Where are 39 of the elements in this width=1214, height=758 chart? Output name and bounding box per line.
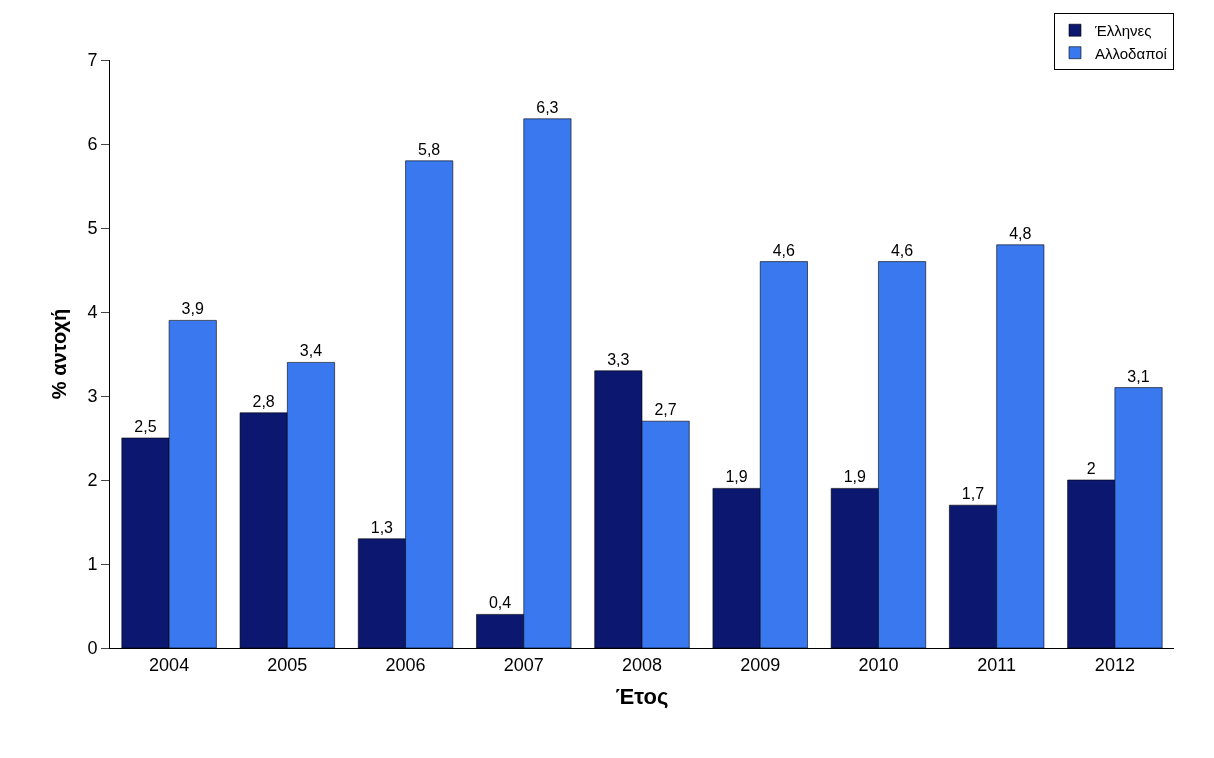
data-label: 1,9 [725,468,748,486]
data-label: 1,7 [961,485,985,503]
data-label: 1,3 [370,518,394,536]
legend-label: Αλλοδαποί [1095,44,1168,62]
y-tick-label: 7 [87,50,98,71]
data-label: 2 [1086,460,1096,477]
data-label: 2,8 [252,392,275,410]
data-label: 1,9 [843,468,866,486]
data-label: 6,3 [536,98,559,116]
y-tick-label: 2 [87,470,98,491]
y-tick-label: 5 [87,218,98,239]
y-tick-label: 0 [87,638,98,659]
x-tick-label: 2010 [858,654,899,675]
x-tick-label: 2008 [621,654,663,675]
data-label: 2,7 [654,401,677,419]
legend-label: Έλληνες [1094,22,1152,40]
y-tick-label: 3 [87,386,98,407]
data-label: 2,5 [134,418,157,435]
y-tick-label: 6 [87,134,98,155]
data-label: 4,6 [772,241,796,259]
data-label: 3,4 [299,342,323,360]
x-tick-label: 2011 [977,654,1017,675]
y-axis-title: % αντοχή [47,308,70,400]
x-tick-label: 2007 [503,654,544,675]
x-tick-label: 2005 [267,654,308,675]
data-label: 5,8 [418,140,441,158]
data-label: 0,4 [488,594,512,612]
data-label: 4,6 [890,241,914,259]
data-label: 3,3 [607,350,630,368]
data-label: 4,8 [1009,224,1032,242]
data-label: 3,1 [1127,367,1150,385]
x-tick-label: 2009 [740,654,781,675]
data-label: 3,9 [181,300,204,318]
y-tick-label: 4 [87,302,98,323]
x-axis-title: Έτος [615,684,669,710]
x-tick-label: 2012 [1094,654,1135,675]
x-tick-label: 2006 [385,654,426,675]
x-tick-label: 2004 [149,654,190,675]
y-tick-label: 1 [87,554,98,575]
